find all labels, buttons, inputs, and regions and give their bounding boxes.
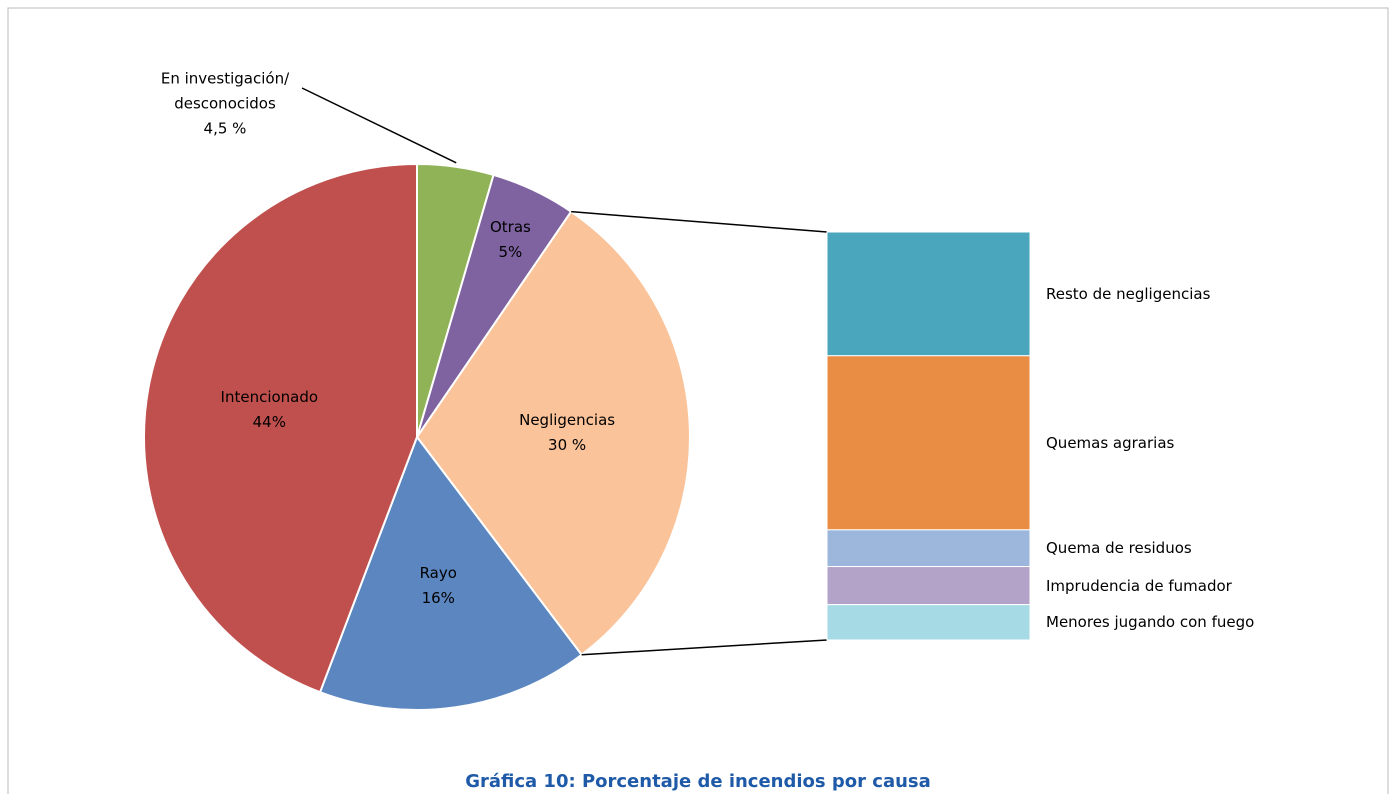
leader-line xyxy=(301,87,457,164)
slice-name: Rayo xyxy=(419,563,457,582)
pie-slice xyxy=(318,434,584,711)
chart-border xyxy=(7,7,1389,794)
slice-value: 4,5 % xyxy=(203,119,247,138)
bar-segment xyxy=(826,604,1031,641)
bar-segment xyxy=(826,231,1031,357)
slice-value: 5% xyxy=(498,242,523,261)
slice-label: Otras 5% xyxy=(490,215,531,265)
segment-label: Quema de residuos xyxy=(1046,539,1192,558)
slice-name: Otras xyxy=(489,217,531,236)
pie-slice xyxy=(415,210,691,657)
slice-value: 44% xyxy=(252,412,286,431)
connector-line xyxy=(581,639,828,656)
slice-name: En investigación/ desconocidos xyxy=(160,69,290,113)
bar-segment xyxy=(826,566,1031,606)
chart-title: Gráfica 10: Porcentaje de incendios por … xyxy=(465,771,931,792)
bar-segment xyxy=(826,529,1031,568)
slice-label: Intencionado 44% xyxy=(221,385,319,435)
segment-label: Imprudencia de fumador xyxy=(1046,576,1232,595)
slice-label: En investigación/ desconocidos 4,5 % xyxy=(161,67,289,142)
pie-slice xyxy=(143,162,418,694)
slice-label: Negligencias 30 % xyxy=(519,408,615,458)
bar-segment xyxy=(826,355,1031,531)
segment-label: Quemas agrarias xyxy=(1046,433,1175,452)
slice-name: Intencionado xyxy=(220,387,319,406)
slice-label: Rayo 16% xyxy=(420,561,457,611)
connector-line xyxy=(571,210,828,233)
segment-label: Resto de negligencias xyxy=(1046,284,1211,303)
segment-label: Menores jugando con fuego xyxy=(1046,613,1255,632)
slice-value: 16% xyxy=(421,588,455,607)
slice-value: 30 % xyxy=(548,436,587,455)
slice-name: Negligencias xyxy=(519,411,616,430)
